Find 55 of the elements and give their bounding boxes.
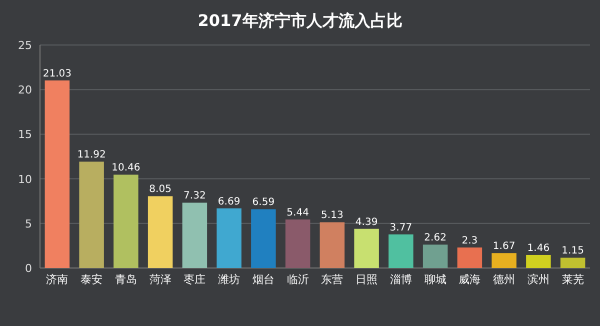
y-tick-label: 15 [18, 128, 32, 142]
data-label: 5.13 [321, 210, 344, 222]
x-tick-label: 莱芜 [562, 273, 584, 286]
x-tick-label: 威海 [458, 273, 481, 286]
bar [526, 254, 551, 268]
data-label: 7.32 [184, 190, 206, 202]
data-label: 5.44 [286, 207, 309, 218]
x-tick-label: 临沂 [286, 273, 309, 286]
bar [44, 80, 70, 268]
x-tick-label: 东营 [321, 273, 344, 286]
y-tick-label: 5 [25, 217, 32, 230]
bar [492, 253, 516, 268]
bar [320, 222, 345, 268]
bar [251, 209, 276, 268]
x-tick-label: 日照 [356, 273, 378, 286]
data-label: 10.46 [112, 162, 140, 174]
data-label: 8.05 [149, 184, 172, 196]
y-tick-label: 0 [25, 262, 32, 275]
data-label: 2.3 [462, 235, 478, 246]
x-tick-label: 滨州 [527, 273, 550, 286]
x-tick-label: 济南 [46, 273, 68, 286]
bar [285, 219, 310, 268]
bar [114, 174, 138, 268]
data-label: 1.67 [492, 241, 516, 252]
bar [182, 202, 208, 268]
x-tick-label: 菏泽 [149, 273, 172, 286]
chart-title: 2017年济宁市人才流入占比 [198, 11, 402, 30]
data-label: 4.39 [355, 216, 378, 228]
y-tick-label: 25 [18, 39, 32, 52]
data-label: 1.15 [562, 246, 584, 257]
data-label: 2.62 [424, 232, 446, 244]
bar [216, 208, 242, 268]
bar [457, 247, 482, 268]
data-label: 6.69 [218, 196, 240, 208]
x-tick-label: 青岛 [114, 273, 137, 286]
data-label: 3.77 [390, 222, 412, 234]
bar [79, 162, 104, 268]
x-tick-label: 枣庄 [184, 273, 206, 286]
x-tick-label: 德州 [493, 273, 516, 286]
bar [422, 244, 448, 268]
y-tick-label: 20 [18, 84, 32, 97]
x-tick-label: 潍坊 [218, 273, 240, 286]
x-tick-label: 泰安 [80, 273, 103, 286]
bar [148, 196, 173, 268]
y-tick-label: 10 [18, 172, 32, 186]
data-label: 6.59 [252, 197, 275, 208]
data-label: 21.03 [42, 68, 72, 80]
bar [388, 234, 414, 268]
data-label: 11.92 [77, 150, 106, 161]
x-tick-label: 烟台 [252, 273, 274, 286]
bar [560, 258, 586, 268]
x-tick-label: 聊城 [424, 273, 446, 286]
x-tick-label: 淄博 [390, 273, 412, 286]
data-label: 1.46 [527, 242, 550, 254]
bar [354, 228, 379, 268]
